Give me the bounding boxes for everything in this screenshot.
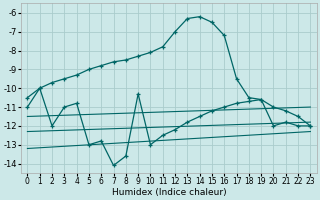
X-axis label: Humidex (Indice chaleur): Humidex (Indice chaleur) <box>112 188 226 197</box>
